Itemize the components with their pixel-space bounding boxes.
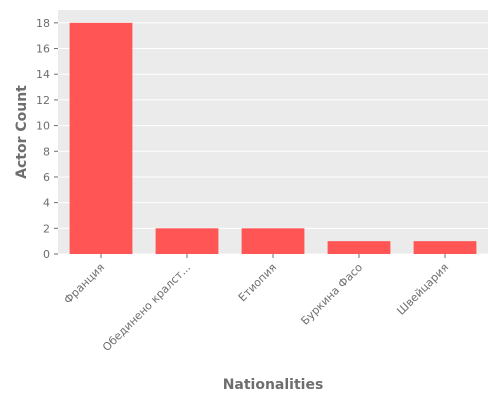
x-axis-title: Nationalities bbox=[223, 377, 324, 393]
y-tick-label: 10 bbox=[36, 120, 50, 133]
bars bbox=[69, 22, 477, 255]
y-tick-label: 8 bbox=[43, 145, 50, 158]
bar-4 bbox=[413, 241, 477, 254]
y-axis-ticks: 0 2 4 6 8 10 12 14 16 18 bbox=[36, 17, 58, 261]
x-tick-label: Буркина Фасо bbox=[298, 261, 365, 328]
y-tick-label: 14 bbox=[36, 68, 50, 81]
bar-1 bbox=[155, 228, 219, 254]
y-tick-label: 12 bbox=[36, 94, 50, 107]
bar-0 bbox=[69, 22, 133, 255]
y-axis-title: Actor Count bbox=[14, 85, 30, 179]
y-tick-label: 6 bbox=[43, 171, 50, 184]
y-tick-label: 18 bbox=[36, 17, 50, 30]
x-tick-label: Обединено кралст... bbox=[100, 261, 193, 354]
y-tick-label: 0 bbox=[43, 248, 50, 261]
y-tick-label: 2 bbox=[43, 222, 50, 235]
x-tick-label: Етиопия bbox=[236, 261, 279, 304]
x-tick-label: Швейцария bbox=[394, 261, 451, 318]
x-tick-label: Франция bbox=[61, 261, 107, 307]
bar-2 bbox=[241, 228, 305, 254]
y-tick-label: 16 bbox=[36, 43, 50, 56]
y-tick-label: 4 bbox=[43, 197, 50, 210]
bar-3 bbox=[327, 241, 391, 254]
